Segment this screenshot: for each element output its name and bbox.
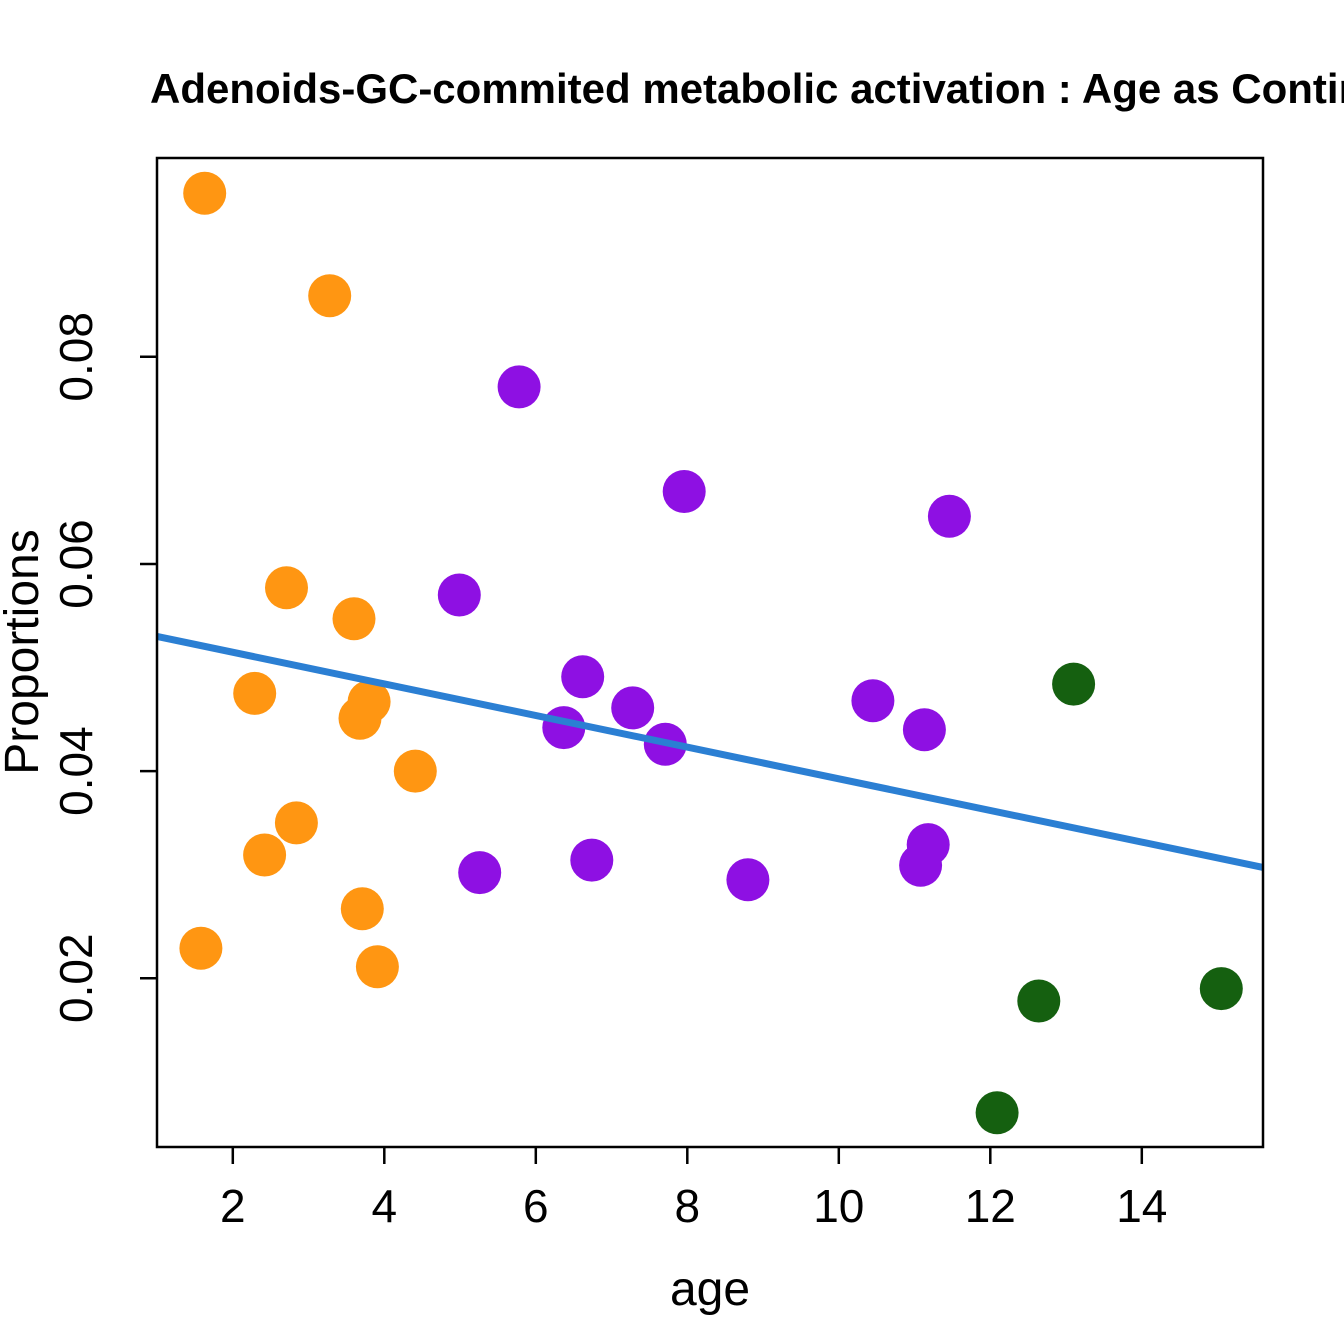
data-point-orange-group [243, 833, 287, 877]
data-point-purple-group [570, 838, 614, 882]
x-tick-label: 6 [523, 1180, 549, 1232]
data-point-purple-group [458, 851, 502, 895]
data-point-orange-group [332, 597, 376, 641]
data-point-orange-group [265, 566, 308, 610]
x-tick-label: 4 [372, 1180, 398, 1232]
data-point-orange-group [274, 801, 318, 845]
x-tick-label: 8 [675, 1180, 701, 1232]
data-point-darkgreen-group [1052, 662, 1096, 706]
data-point-purple-group [927, 494, 971, 538]
data-point-purple-group [899, 843, 943, 887]
y-tick-label: 0.02 [50, 933, 102, 1023]
data-point-darkgreen-group [1017, 979, 1061, 1023]
x-tick-label: 10 [813, 1180, 864, 1232]
x-tick-label: 12 [965, 1180, 1016, 1232]
data-point-orange-group [233, 671, 277, 715]
data-point-purple-group [561, 655, 605, 699]
data-point-darkgreen-group [1199, 967, 1243, 1011]
plot-frame-layer [155, 156, 1265, 1149]
data-point-orange-group [338, 696, 382, 740]
regression-line [156, 632, 1264, 871]
x-axis-label: age [670, 1263, 750, 1316]
data-point-orange-group [340, 887, 384, 931]
y-tick-label: 0.04 [50, 726, 102, 816]
data-point-darkgreen-group [975, 1091, 1019, 1135]
y-axis-ticks: 0.02 0.04 0.06 0.08 [50, 312, 157, 1023]
x-tick-label: 2 [220, 1180, 246, 1232]
data-point-orange-group [393, 749, 437, 793]
data-point-purple-group [611, 686, 655, 730]
x-tick-label: 14 [1116, 1180, 1167, 1232]
data-point-purple-group [902, 708, 946, 752]
x-axis-ticks: 2 4 6 8 10 12 14 [220, 1147, 1167, 1232]
plot-frame [155, 156, 1265, 1149]
data-point-purple-group [437, 573, 481, 617]
y-axis-label: Proportions [0, 529, 49, 774]
regression-line-layer [156, 632, 1264, 871]
data-point-orange-group [179, 926, 223, 970]
chart-title: Adenoids-GC-commited metabolic activatio… [150, 65, 1344, 112]
data-point-purple-group [497, 365, 541, 409]
data-point-purple-group [662, 470, 706, 513]
y-tick-label: 0.06 [50, 519, 102, 609]
data-point-orange-group [183, 171, 227, 215]
data-point-orange-group [355, 945, 399, 989]
data-points-layer [179, 171, 1243, 1135]
data-point-orange-group [308, 274, 352, 318]
data-point-purple-group [726, 858, 770, 902]
data-point-purple-group [851, 679, 895, 723]
y-tick-label: 0.08 [50, 312, 102, 402]
